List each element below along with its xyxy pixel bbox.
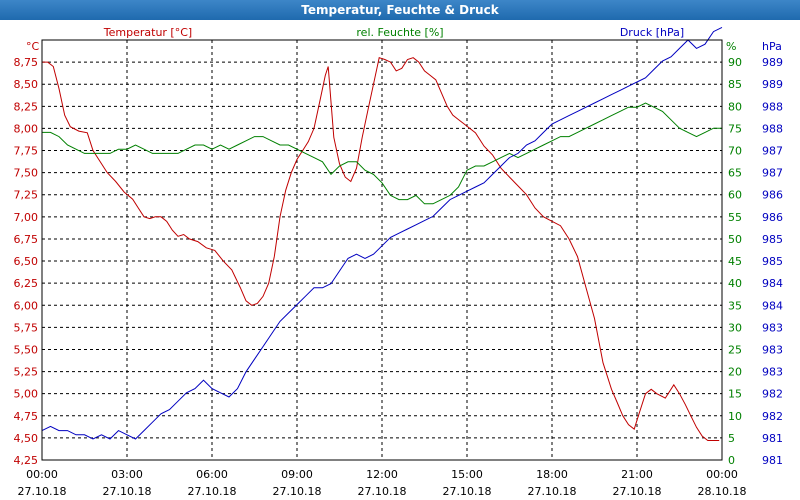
- x-tick-date: 27.10.18: [613, 485, 662, 498]
- temperature-tick: 5,00: [14, 388, 39, 401]
- humidity-tick: 5: [728, 432, 735, 445]
- plot-frame: [41, 39, 723, 461]
- pressure-tick: 986: [762, 189, 783, 202]
- humidity-tick: 30: [728, 321, 742, 334]
- humidity-tick: 15: [728, 388, 742, 401]
- pressure-tick: 988: [762, 122, 783, 135]
- x-tick-date: 28.10.18: [698, 485, 747, 498]
- temperature-tick: 6,75: [14, 233, 39, 246]
- temperature-tick: 8,25: [14, 100, 39, 113]
- temperature-tick: 5,50: [14, 343, 39, 356]
- humidity-tick: 55: [728, 211, 742, 224]
- humidity-tick: 90: [728, 56, 742, 69]
- series-line-pressure: [41, 26, 723, 440]
- pressure-tick: 985: [762, 255, 783, 268]
- temperature-tick: 5,25: [14, 366, 39, 379]
- chart-canvas: 00:00 27.10.18 03:00 27.10.18 06:00 27.10.18 0…: [14, 26, 784, 498]
- humidity-tick: 50: [728, 233, 742, 246]
- temperature-tick: 5,75: [14, 321, 39, 334]
- pressure-tick: 988: [762, 100, 783, 113]
- humidity-tick: 75: [728, 122, 742, 135]
- humidity-tick: 60: [728, 189, 742, 202]
- axis-headers: °C Temperatur [°C] rel. Feuchte [%] Druc…: [26, 26, 782, 53]
- temperature-tick: 4,50: [14, 432, 39, 445]
- x-tick-date: 27.10.18: [188, 485, 237, 498]
- humidity-tick: 40: [728, 277, 742, 290]
- temperature-axis-title: Temperatur [°C]: [103, 26, 192, 39]
- temperature-tick: 7,00: [14, 211, 39, 224]
- pressure-tick: 983: [762, 343, 783, 356]
- pressure-tick: 984: [762, 277, 783, 290]
- humidity-tick: 25: [728, 343, 742, 356]
- x-tick-date: 27.10.18: [443, 485, 492, 498]
- x-tick-time: 12:00: [366, 468, 398, 481]
- pressure-tick: 983: [762, 366, 783, 379]
- pressure-axis-title: Druck [hPa]: [620, 26, 684, 39]
- x-tick-date: 27.10.18: [273, 485, 322, 498]
- humidity-tick: 45: [728, 255, 742, 268]
- pressure-tick: 984: [762, 299, 783, 312]
- temperature-unit-label: °C: [26, 40, 40, 53]
- humidity-tick: 85: [728, 78, 742, 91]
- pressure-tick: 981: [762, 454, 783, 467]
- temperature-tick: 7,75: [14, 145, 39, 158]
- temperature-tick: 7,50: [14, 167, 39, 180]
- window-title: Temperatur, Feuchte & Druck: [0, 0, 800, 20]
- temperature-tick: 6,50: [14, 255, 39, 268]
- x-tick-time: 00:00: [706, 468, 738, 481]
- x-tick-time: 21:00: [621, 468, 653, 481]
- grid: [42, 40, 722, 460]
- pressure-tick: 986: [762, 211, 783, 224]
- pressure-tick: 982: [762, 388, 783, 401]
- pressure-tick: 981: [762, 432, 783, 445]
- series-lines: [41, 26, 723, 441]
- pressure-tick: 985: [762, 233, 783, 246]
- temperature-tick: 6,25: [14, 277, 39, 290]
- temperature-tick: 7,25: [14, 189, 39, 202]
- pressure-tick: 989: [762, 78, 783, 91]
- series-line-temperature: [42, 57, 720, 441]
- x-tick-date: 27.10.18: [358, 485, 407, 498]
- x-tick-time: 00:00: [26, 468, 58, 481]
- humidity-tick: 35: [728, 299, 742, 312]
- temperature-tick: 8,75: [14, 56, 39, 69]
- humidity-axis-title: rel. Feuchte [%]: [356, 26, 443, 39]
- plot-border: [41, 39, 723, 461]
- x-tick-date: 27.10.18: [103, 485, 152, 498]
- humidity-unit-label: %: [726, 40, 736, 53]
- temperature-tick: 4,25: [14, 454, 39, 467]
- tick-labels: 00:00 27.10.18 03:00 27.10.18 06:00 27.10.18 0…: [14, 56, 784, 498]
- x-tick-time: 09:00: [281, 468, 313, 481]
- humidity-tick: 10: [728, 410, 742, 423]
- x-tick-date: 27.10.18: [528, 485, 577, 498]
- humidity-tick: 20: [728, 366, 742, 379]
- pressure-tick: 989: [762, 56, 783, 69]
- humidity-tick: 70: [728, 145, 742, 158]
- pressure-tick: 982: [762, 410, 783, 423]
- temperature-tick: 6,00: [14, 299, 39, 312]
- humidity-tick: 65: [728, 167, 742, 180]
- humidity-tick: 0: [728, 454, 735, 467]
- pressure-tick: 987: [762, 145, 783, 158]
- temperature-tick: 8,50: [14, 78, 39, 91]
- humidity-tick: 80: [728, 100, 742, 113]
- temperature-tick: 8,00: [14, 122, 39, 135]
- pressure-tick: 987: [762, 167, 783, 180]
- pressure-unit-label: hPa: [762, 40, 782, 53]
- pressure-tick: 983: [762, 321, 783, 334]
- series-line-humidity: [42, 102, 722, 205]
- temperature-tick: 4,75: [14, 410, 39, 423]
- x-tick-date: 27.10.18: [18, 485, 67, 498]
- x-tick-time: 15:00: [451, 468, 483, 481]
- x-tick-time: 18:00: [536, 468, 568, 481]
- x-tick-time: 03:00: [111, 468, 143, 481]
- x-tick-time: 06:00: [196, 468, 228, 481]
